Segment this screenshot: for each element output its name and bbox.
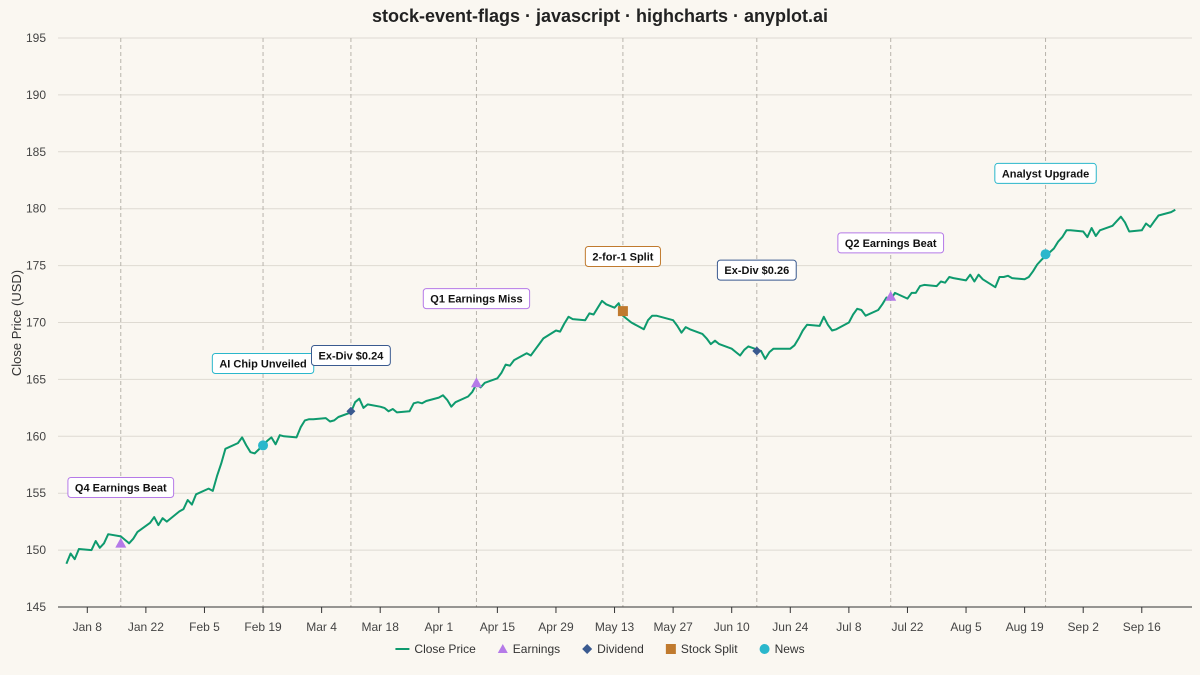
axes: 145 150 155 160 165 170 175 180 185 190 195 Jan 8 Ja…	[26, 31, 1192, 634]
x-tick-label: Jul 8	[836, 620, 862, 634]
event-flag-box	[837, 232, 945, 254]
event-flag[interactable]: Analyst Upgrade	[994, 162, 1097, 184]
y-tick-label: 190	[26, 88, 46, 102]
event-flag[interactable]: 2-for-1 Split	[584, 245, 661, 267]
event-flag-label: Q4 Earnings Beat	[75, 483, 167, 495]
y-tick-label: 195	[26, 31, 46, 45]
event-flag[interactable]: Q1 Earnings Miss	[422, 288, 531, 310]
legend-triangle-symbol	[497, 644, 508, 653]
legend-item-stock-split[interactable]: Stock Split	[665, 642, 738, 656]
event-flag-box	[716, 259, 797, 281]
legend-item-label: Dividend	[597, 642, 644, 656]
legend-item-dividend[interactable]: Dividend	[582, 642, 644, 656]
event-marker-diamond	[346, 406, 356, 416]
event-flag-box	[67, 477, 175, 499]
event-guide-lines	[120, 38, 1047, 607]
event-flag-label: AI Chip Unveiled	[219, 358, 306, 370]
event-marker-triangle	[885, 290, 897, 301]
legend-square-symbol	[665, 644, 676, 654]
legend-item-news[interactable]: News	[759, 642, 805, 656]
legend-item-earnings[interactable]: Earnings	[497, 642, 560, 656]
x-tick-label: Apr 29	[538, 620, 574, 634]
y-tick-label: 175	[26, 259, 46, 273]
legend: Close Price Earnings Dividend Stock Split Ne…	[395, 642, 805, 656]
event-markers	[115, 249, 1051, 548]
x-tick-label: Aug 19	[1006, 620, 1044, 634]
event-flags: Q4 Earnings Beat AI Chip Unveiled Ex-Div $…	[67, 162, 1097, 499]
event-flag[interactable]: Ex-Div $0.24	[311, 345, 391, 367]
event-flag-box	[584, 245, 661, 267]
event-flag-box	[422, 288, 531, 310]
x-tick-label: Mar 4	[306, 620, 337, 634]
y-tick-label: 145	[26, 600, 46, 614]
event-flag-label: Ex-Div $0.26	[724, 265, 789, 277]
y-tick-label: 150	[26, 543, 46, 557]
event-flag[interactable]: AI Chip Unveiled	[211, 352, 315, 374]
chart-title: stock-event-flags · javascript · highcha…	[372, 6, 828, 26]
event-flag-label: Q1 Earnings Miss	[430, 294, 522, 306]
close-price-line	[65, 208, 1176, 565]
event-flag[interactable]: Q4 Earnings Beat	[67, 477, 175, 499]
legend-item-label: News	[775, 642, 805, 656]
x-tick-label: Sep 2	[1068, 620, 1100, 634]
event-flag-label: Analyst Upgrade	[1002, 168, 1089, 180]
y-tick-label: 155	[26, 486, 46, 500]
event-marker-circle	[1040, 249, 1051, 260]
event-flag-box	[994, 162, 1097, 184]
x-tick-label: May 13	[595, 620, 635, 634]
y-tick-label: 170	[26, 316, 46, 330]
x-tick-label: Apr 1	[424, 620, 453, 634]
y-tick-label: 185	[26, 145, 46, 159]
y-axis-title: Close Price (USD)	[9, 270, 24, 376]
x-tick-label: Jun 24	[772, 620, 808, 634]
event-flag-label: Ex-Div $0.24	[319, 351, 385, 363]
legend-item-close-price[interactable]: Close Price	[395, 642, 476, 656]
event-marker-diamond	[752, 346, 762, 356]
legend-circle-symbol	[759, 644, 770, 654]
x-tick-label: Jun 10	[714, 620, 750, 634]
x-tick-label: Feb 19	[244, 620, 282, 634]
x-tick-label: Mar 18	[362, 620, 400, 634]
x-tick-label: Feb 5	[189, 620, 220, 634]
legend-diamond-symbol	[582, 644, 593, 654]
legend-item-label: Earnings	[513, 642, 560, 656]
legend-item-label: Stock Split	[681, 642, 738, 656]
y-tick-label: 180	[26, 202, 46, 216]
x-tick-label: Apr 15	[480, 620, 516, 634]
event-marker-triangle	[115, 537, 127, 548]
x-tick-label: Aug 5	[950, 620, 982, 634]
event-marker-circle	[258, 440, 269, 451]
event-marker-triangle	[470, 377, 482, 388]
event-flag-label: Q2 Earnings Beat	[845, 238, 937, 250]
grid-lines	[58, 37, 1192, 608]
legend-item-label: Close Price	[414, 642, 476, 656]
x-tick-label: Sep 16	[1123, 620, 1161, 634]
series-layer	[65, 208, 1176, 565]
y-tick-label: 165	[26, 372, 46, 386]
event-flag-label: 2-for-1 Split	[592, 251, 653, 263]
x-tick-label: Jan 22	[128, 620, 164, 634]
event-marker-square	[617, 306, 628, 317]
event-flag[interactable]: Q2 Earnings Beat	[837, 232, 945, 254]
x-tick-label: Jan 8	[73, 620, 103, 634]
event-flag-box	[311, 345, 391, 367]
y-tick-label: 160	[26, 429, 46, 443]
x-tick-label: Jul 22	[891, 620, 923, 634]
event-flag[interactable]: Ex-Div $0.26	[716, 259, 797, 281]
x-tick-label: May 27	[653, 620, 693, 634]
